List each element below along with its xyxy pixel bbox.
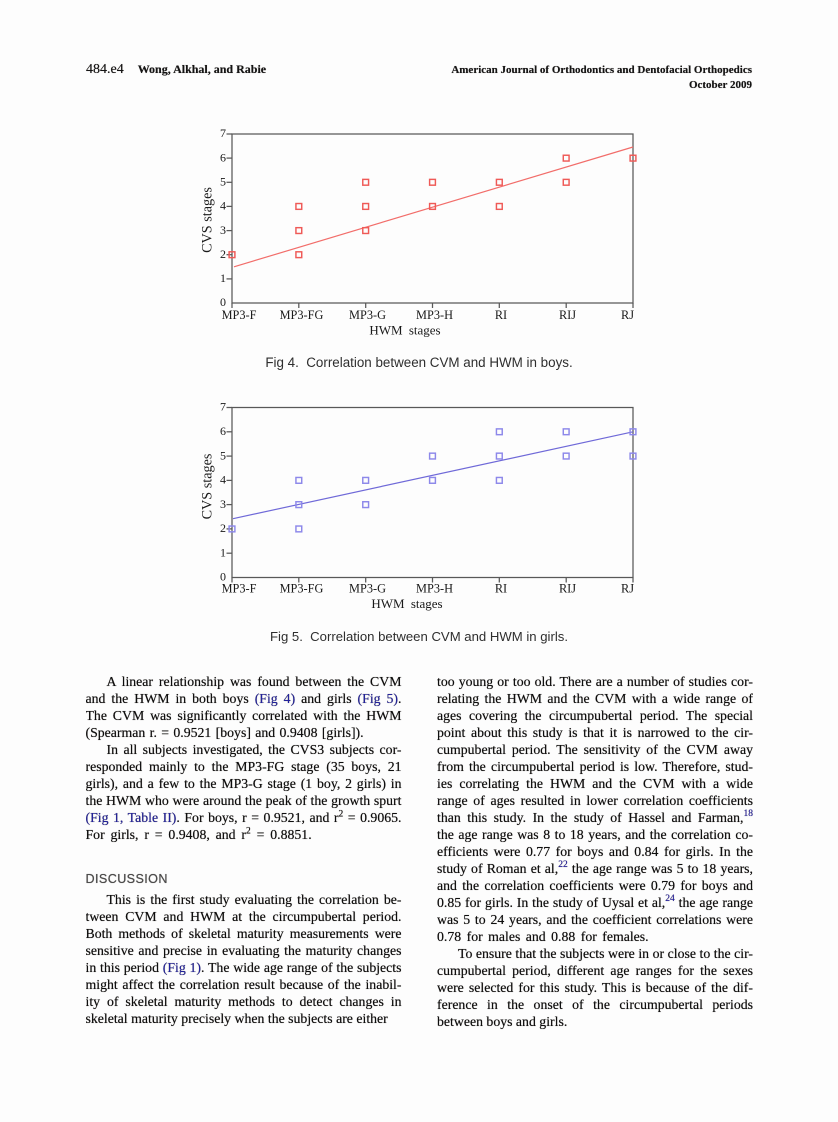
svg-text:HWM stages: HWM stages	[371, 596, 442, 611]
svg-text:HWM stages: HWM stages	[369, 322, 440, 337]
svg-text:MP3-H: MP3-H	[416, 582, 453, 596]
svg-text:6: 6	[220, 424, 226, 438]
svg-text:RJ: RJ	[621, 308, 634, 322]
svg-text:MP3-G: MP3-G	[349, 308, 386, 322]
svg-text:4: 4	[220, 199, 226, 213]
svg-text:MP3-H: MP3-H	[416, 308, 453, 322]
svg-text:1: 1	[220, 271, 226, 285]
svg-text:7: 7	[220, 126, 226, 140]
svg-text:2: 2	[220, 521, 226, 535]
svg-text:0: 0	[220, 570, 226, 584]
svg-text:7: 7	[220, 400, 226, 414]
svg-text:5: 5	[220, 175, 226, 189]
svg-text:RI: RI	[495, 582, 507, 596]
svg-text:3: 3	[220, 223, 226, 237]
svg-text:CVS stages: CVS stages	[200, 453, 216, 519]
svg-text:MP3-G: MP3-G	[349, 582, 386, 596]
svg-text:MP3-FG: MP3-FG	[280, 582, 324, 596]
svg-text:MP3-FG: MP3-FG	[280, 308, 324, 322]
svg-text:0: 0	[220, 295, 226, 309]
svg-text:RIJ: RIJ	[559, 308, 576, 322]
svg-text:2: 2	[220, 247, 226, 261]
svg-text:6: 6	[220, 150, 226, 164]
svg-text:4: 4	[220, 473, 226, 487]
svg-text:5: 5	[220, 448, 226, 462]
svg-text:RIJ: RIJ	[559, 582, 576, 596]
svg-text:RI: RI	[495, 308, 507, 322]
svg-text:RJ: RJ	[621, 582, 634, 596]
svg-text:MP3-F: MP3-F	[222, 582, 257, 596]
svg-text:CVS stages: CVS stages	[200, 187, 216, 253]
svg-text:1: 1	[220, 545, 226, 559]
svg-text:MP3-F: MP3-F	[222, 308, 257, 322]
svg-text:3: 3	[220, 497, 226, 511]
